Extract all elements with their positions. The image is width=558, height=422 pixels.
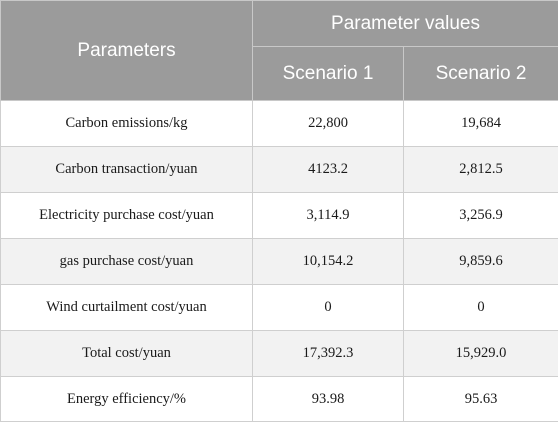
row-scenario-2-value: 19,684 bbox=[404, 101, 558, 147]
table-row: gas purchase cost/yuan 10,154.2 9,859.6 bbox=[1, 239, 558, 285]
row-parameter: gas purchase cost/yuan bbox=[1, 239, 253, 285]
row-scenario-2-value: 3,256.9 bbox=[404, 193, 558, 239]
row-scenario-1-value: 0 bbox=[253, 285, 404, 331]
row-parameter: Carbon transaction/yuan bbox=[1, 147, 253, 193]
row-scenario-1-value: 3,114.9 bbox=[253, 193, 404, 239]
row-parameter: Wind curtailment cost/yuan bbox=[1, 285, 253, 331]
row-scenario-1-value: 4123.2 bbox=[253, 147, 404, 193]
table-row: Wind curtailment cost/yuan 0 0 bbox=[1, 285, 558, 331]
row-scenario-2-value: 2,812.5 bbox=[404, 147, 558, 193]
table-row: Total cost/yuan 17,392.3 15,929.0 bbox=[1, 331, 558, 377]
table-body: Carbon emissions/kg 22,800 19,684 Carbon… bbox=[1, 101, 558, 422]
header-scenario-1: Scenario 1 bbox=[253, 47, 404, 101]
row-parameter: Carbon emissions/kg bbox=[1, 101, 253, 147]
row-scenario-1-value: 10,154.2 bbox=[253, 239, 404, 285]
table-row: Electricity purchase cost/yuan 3,114.9 3… bbox=[1, 193, 558, 239]
row-scenario-2-value: 15,929.0 bbox=[404, 331, 558, 377]
header-parameters: Parameters bbox=[1, 1, 253, 101]
row-parameter: Electricity purchase cost/yuan bbox=[1, 193, 253, 239]
row-scenario-1-value: 22,800 bbox=[253, 101, 404, 147]
row-scenario-1-value: 17,392.3 bbox=[253, 331, 404, 377]
header-parameter-values: Parameter values bbox=[253, 1, 558, 47]
row-parameter: Total cost/yuan bbox=[1, 331, 253, 377]
header-scenario-2: Scenario 2 bbox=[404, 47, 558, 101]
row-scenario-2-value: 9,859.6 bbox=[404, 239, 558, 285]
table-header: Parameters Parameter values Scenario 1 S… bbox=[1, 1, 558, 101]
table-row: Carbon emissions/kg 22,800 19,684 bbox=[1, 101, 558, 147]
row-scenario-2-value: 0 bbox=[404, 285, 558, 331]
table-row: Carbon transaction/yuan 4123.2 2,812.5 bbox=[1, 147, 558, 193]
